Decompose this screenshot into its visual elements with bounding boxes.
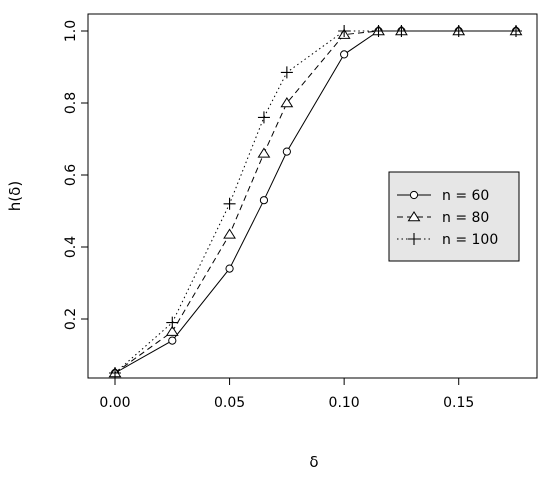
legend-entry: n = 80 (397, 210, 489, 226)
legend: n = 60 n = 80 n = 100 (388, 171, 520, 262)
x-tick-label: 0.00 (99, 395, 130, 411)
x-axis: 0.00 0.05 0.10 0.15 (99, 378, 474, 411)
data-point-triangle (223, 228, 236, 239)
x-axis-label: δ (309, 453, 318, 471)
data-point-circle (282, 147, 291, 156)
data-point-plus (109, 367, 121, 379)
y-tick-label: 0.2 (63, 308, 79, 330)
data-point-plus (338, 25, 351, 37)
series-3 (109, 25, 522, 379)
data-point-triangle (280, 97, 294, 108)
y-tick-label: 0.4 (63, 236, 79, 258)
legend-label: n = 100 (442, 232, 498, 248)
data-point-plus (372, 25, 385, 37)
x-tick-label: 0.15 (443, 395, 474, 411)
plot-frame (87, 13, 538, 379)
legend-label: n = 60 (442, 188, 489, 204)
data-point-circle (340, 50, 349, 59)
data-point-plus (257, 111, 270, 124)
data-point-plus (223, 197, 236, 210)
data-point-circle (168, 336, 177, 345)
legend-marker-circle (409, 190, 419, 200)
legend-marker-plus (408, 233, 420, 245)
legend-entry: n = 60 (397, 188, 489, 204)
y-tick-label: 1.0 (63, 20, 79, 42)
data-point-circle (225, 264, 234, 273)
data-point-triangle (165, 325, 179, 336)
y-axis-label: h(δ) (6, 181, 24, 211)
data-point-plus (280, 66, 293, 79)
x-tick-label: 0.05 (214, 395, 245, 411)
legend-entry: n = 100 (397, 232, 498, 248)
data-point-plus (395, 25, 408, 37)
y-tick-label: 0.6 (63, 164, 79, 186)
data-point-plus (452, 25, 465, 37)
legend-marker-triangle (407, 211, 421, 222)
data-point-triangle (257, 147, 271, 158)
data-point-circle (259, 196, 269, 205)
y-axis: 0.2 0.4 0.6 0.8 1.0 (63, 20, 88, 330)
data-point-plus (166, 316, 179, 329)
x-tick-label: 0.10 (329, 395, 360, 411)
series-line (114, 30, 516, 374)
data-point-plus (510, 25, 522, 37)
legend-label: n = 80 (442, 210, 489, 226)
series-layer (108, 25, 523, 379)
y-tick-label: 0.8 (63, 92, 79, 114)
series-line (114, 30, 516, 374)
